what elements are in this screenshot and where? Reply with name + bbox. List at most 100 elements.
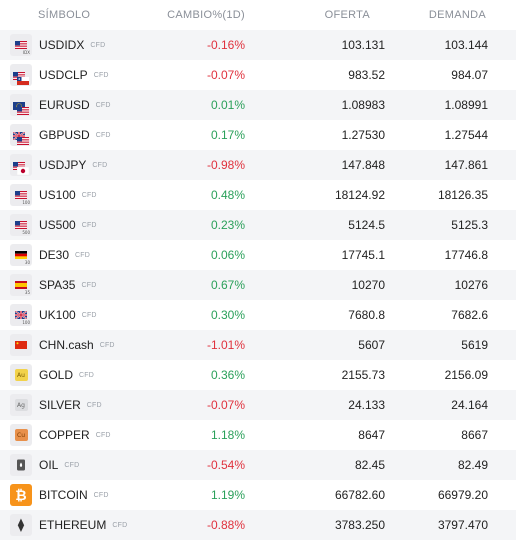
- bid-cell[interactable]: 8647: [358, 428, 385, 442]
- table-row[interactable]: 500 US500 CFD 0.23% 5124.5 5125.3: [0, 210, 516, 240]
- table-row[interactable]: USDJPY CFD -0.98% 147.848 147.861: [0, 150, 516, 180]
- symbol-name[interactable]: SPA35: [39, 278, 76, 292]
- change-cell: -0.07%: [206, 68, 245, 82]
- bid-cell[interactable]: 103.131: [341, 38, 385, 52]
- symbol-name[interactable]: US100: [39, 188, 76, 202]
- symbol-cell: ⧫ ETHEREUM CFD: [0, 514, 150, 536]
- symbol-name[interactable]: USDIDX: [39, 38, 85, 52]
- bid-cell[interactable]: 147.848: [341, 158, 385, 172]
- change-cell: -0.88%: [206, 518, 245, 532]
- ask-cell[interactable]: 5619: [461, 338, 488, 352]
- change-cell: 0.67%: [210, 278, 245, 292]
- bid-cell[interactable]: 983.52: [348, 68, 385, 82]
- table-row[interactable]: ⧫ ETHEREUM CFD -0.88% 3783.250 3797.470: [0, 510, 516, 540]
- symbol-cell: Cu COPPER CFD: [0, 424, 150, 446]
- bid-cell[interactable]: 5124.5: [348, 218, 385, 232]
- spain-flag-35-icon: 35: [10, 274, 32, 296]
- cfd-tag: CFD: [86, 401, 102, 409]
- symbol-name[interactable]: GBPUSD: [39, 128, 90, 142]
- bid-cell[interactable]: 5607: [358, 338, 385, 352]
- cfd-tag: CFD: [81, 221, 97, 229]
- copper-metal-label: Cu: [14, 429, 28, 441]
- table-row[interactable]: USDCLP CFD -0.07% 983.52 984.07: [0, 60, 516, 90]
- header-change[interactable]: CAMBIO%(1D): [167, 9, 245, 21]
- change-cell: 0.36%: [210, 368, 245, 382]
- bid-cell[interactable]: 3783.250: [334, 518, 385, 532]
- ask-cell[interactable]: 18126.35: [437, 188, 488, 202]
- symbol-name[interactable]: ETHEREUM: [39, 518, 107, 532]
- bid-cell[interactable]: 18124.92: [334, 188, 385, 202]
- change-cell: 1.18%: [210, 428, 245, 442]
- ask-cell[interactable]: 3797.470: [437, 518, 488, 532]
- cfd-tag: CFD: [81, 191, 97, 199]
- eur-usd-flags-icon: [10, 94, 32, 116]
- table-row[interactable]: OIL CFD -0.54% 82.45 82.49: [0, 450, 516, 480]
- symbol-name[interactable]: USDCLP: [39, 68, 88, 82]
- change-cell: -0.98%: [206, 158, 245, 172]
- header-ask[interactable]: DEMANDA: [428, 9, 486, 21]
- ask-cell[interactable]: 984.07: [451, 68, 488, 82]
- cfd-tag: CFD: [95, 101, 111, 109]
- table-row[interactable]: EURUSD CFD 0.01% 1.08983 1.08991: [0, 90, 516, 120]
- table-row[interactable]: 100 US100 CFD 0.48% 18124.92 18126.35: [0, 180, 516, 210]
- table-row[interactable]: Cu COPPER CFD 1.18% 8647 8667: [0, 420, 516, 450]
- bid-cell[interactable]: 2155.73: [341, 368, 385, 382]
- symbol-name[interactable]: COPPER: [39, 428, 90, 442]
- bid-cell[interactable]: 1.27530: [341, 128, 385, 142]
- symbol-name[interactable]: SILVER: [39, 398, 81, 412]
- ask-cell[interactable]: 1.08991: [444, 98, 488, 112]
- symbol-cell: USDCLP CFD: [0, 64, 150, 86]
- symbol-cell: GBPUSD CFD: [0, 124, 150, 146]
- ask-cell[interactable]: 17746.8: [444, 248, 488, 262]
- symbol-name[interactable]: EURUSD: [39, 98, 90, 112]
- symbol-name[interactable]: OIL: [39, 458, 59, 472]
- table-row[interactable]: CHN.cash CFD -1.01% 5607 5619: [0, 330, 516, 360]
- bid-cell[interactable]: 7680.8: [348, 308, 385, 322]
- table-row[interactable]: IDX USDIDX CFD -0.16% 103.131 103.144: [0, 30, 516, 60]
- table-row[interactable]: ₿ BITCOIN CFD 1.19% 66782.60 66979.20: [0, 480, 516, 510]
- header-symbol[interactable]: SÍMBOLO: [38, 9, 91, 21]
- symbol-name[interactable]: GOLD: [39, 368, 74, 382]
- bid-cell[interactable]: 17745.1: [341, 248, 385, 262]
- table-row[interactable]: GBPUSD CFD 0.17% 1.27530 1.27544: [0, 120, 516, 150]
- symbol-cell: 500 US500 CFD: [0, 214, 150, 236]
- symbol-cell: Ag SILVER CFD: [0, 394, 150, 416]
- ask-cell[interactable]: 147.861: [444, 158, 488, 172]
- ask-cell[interactable]: 66979.20: [437, 488, 488, 502]
- ask-cell[interactable]: 103.144: [444, 38, 488, 52]
- symbol-name[interactable]: CHN.cash: [39, 338, 94, 352]
- table-row[interactable]: Au GOLD CFD 0.36% 2155.73 2156.09: [0, 360, 516, 390]
- change-cell: -0.07%: [206, 398, 245, 412]
- symbol-name[interactable]: BITCOIN: [39, 488, 88, 502]
- germany-flag-30-icon: 30: [10, 244, 32, 266]
- change-cell: -1.01%: [206, 338, 245, 352]
- ask-cell[interactable]: 7682.6: [451, 308, 488, 322]
- change-cell: -0.54%: [206, 458, 245, 472]
- ask-cell[interactable]: 8667: [461, 428, 488, 442]
- ask-cell[interactable]: 2156.09: [444, 368, 488, 382]
- ask-cell[interactable]: 24.164: [451, 398, 488, 412]
- ask-cell[interactable]: 10276: [454, 278, 488, 292]
- bid-cell[interactable]: 24.133: [348, 398, 385, 412]
- symbol-name[interactable]: DE30: [39, 248, 70, 262]
- bid-cell[interactable]: 82.45: [354, 458, 385, 472]
- change-cell: 0.17%: [210, 128, 245, 142]
- bid-cell[interactable]: 1.08983: [341, 98, 385, 112]
- cfd-tag: CFD: [81, 281, 97, 289]
- bid-cell[interactable]: 66782.60: [334, 488, 385, 502]
- table-row[interactable]: 100 UK100 CFD 0.30% 7680.8 7682.6: [0, 300, 516, 330]
- bid-cell[interactable]: 10270: [351, 278, 385, 292]
- ask-cell[interactable]: 82.49: [457, 458, 488, 472]
- table-row[interactable]: 30 DE30 CFD 0.06% 17745.1 17746.8: [0, 240, 516, 270]
- symbol-name[interactable]: US500: [39, 218, 76, 232]
- header-bid[interactable]: OFERTA: [324, 9, 370, 21]
- change-cell: -0.16%: [206, 38, 245, 52]
- change-cell: 0.01%: [210, 98, 245, 112]
- table-row[interactable]: 35 SPA35 CFD 0.67% 10270 10276: [0, 270, 516, 300]
- symbol-name[interactable]: USDJPY: [39, 158, 87, 172]
- symbol-name[interactable]: UK100: [39, 308, 76, 322]
- ask-cell[interactable]: 1.27544: [444, 128, 488, 142]
- table-row[interactable]: Ag SILVER CFD -0.07% 24.133 24.164: [0, 390, 516, 420]
- ask-cell[interactable]: 5125.3: [451, 218, 488, 232]
